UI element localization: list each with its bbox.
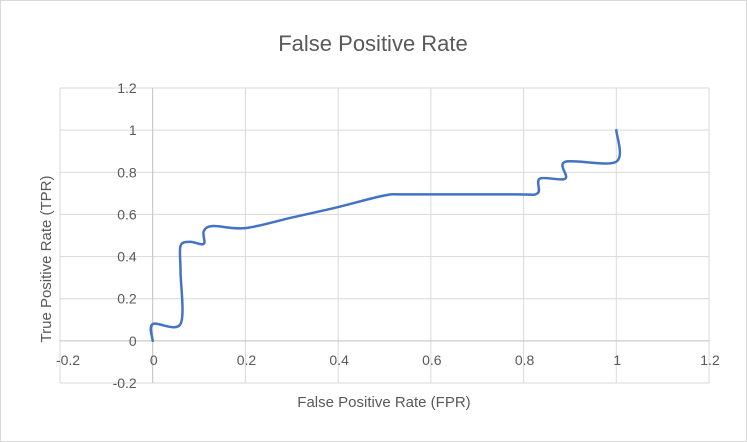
x-tick-label: 0.8 [515, 352, 535, 368]
x-tick-labels: -0.2 0 0.2 0.4 0.6 0.8 1 1.2 [56, 352, 720, 368]
x-tick-label: 0.2 [237, 352, 257, 368]
y-tick-label: 1 [129, 122, 137, 138]
grid-layer [59, 87, 710, 384]
x-tick-label: 0 [150, 352, 158, 368]
series-layer [149, 128, 622, 343]
x-tick-label: 1 [613, 352, 621, 368]
y-tick-label: 0.8 [117, 164, 137, 180]
y-axis-title: True Positive Rate (TPR) [38, 176, 55, 343]
y-tick-label: 0.6 [117, 206, 137, 222]
x-tick-label: 0.4 [329, 352, 349, 368]
y-tick-label: 0.4 [117, 249, 137, 265]
y-tick-label: -0.2 [113, 375, 137, 391]
y-tick-label: 1.2 [117, 80, 137, 96]
x-axis-title: False Positive Rate (FPR) [297, 394, 470, 411]
y-tick-label: 0.2 [117, 291, 137, 307]
series-line [149, 128, 622, 343]
chart-title: False Positive Rate [278, 31, 468, 56]
x-tick-label: 0.6 [422, 352, 442, 368]
x-tick-label: 1.2 [700, 352, 720, 368]
x-tick-label: -0.2 [56, 352, 80, 368]
y-tick-label: 0 [129, 333, 137, 349]
y-tick-labels: -0.2 0 0.2 0.4 0.6 0.8 1 1.2 [113, 80, 137, 391]
